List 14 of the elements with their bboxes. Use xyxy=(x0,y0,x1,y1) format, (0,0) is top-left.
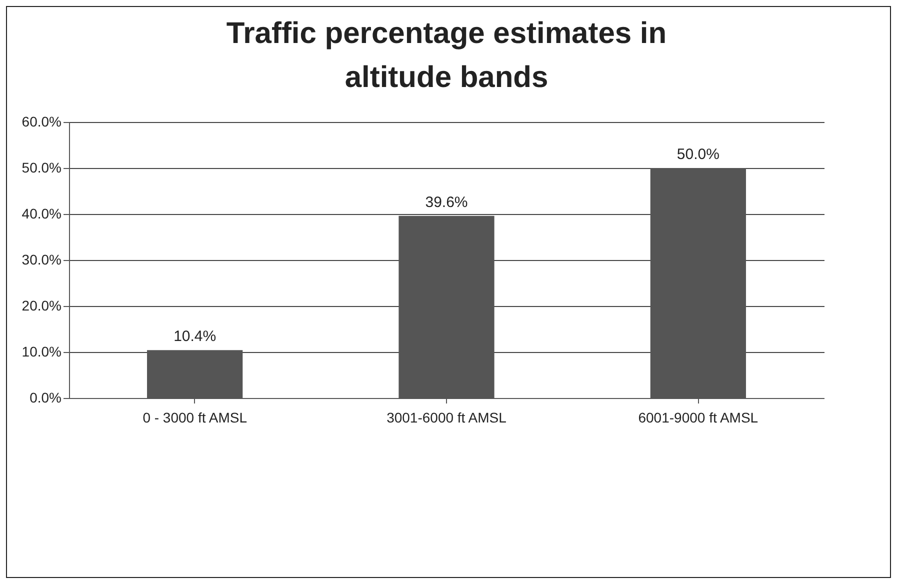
y-tick-label: 20.0% xyxy=(22,298,62,314)
x-tick-label: 3001-6000 ft AMSL xyxy=(386,410,507,426)
y-tick-label: 50.0% xyxy=(22,160,62,176)
data-label: 50.0% xyxy=(676,146,720,163)
y-tick-label: 30.0% xyxy=(22,252,62,268)
y-tick-label: 0.0% xyxy=(30,390,62,406)
y-tick-label: 60.0% xyxy=(22,114,62,130)
y-tick-label: 40.0% xyxy=(22,206,62,222)
data-label: 39.6% xyxy=(425,194,468,211)
y-tick-label: 10.0% xyxy=(22,344,62,360)
data-label: 10.4% xyxy=(174,328,216,346)
chart-title: Traffic percentage estimates in altitude bands xyxy=(226,17,667,94)
x-tick-label: 6001-9000 ft AMSL xyxy=(638,410,758,426)
x-tick-label: 0 - 3000 ft AMSL xyxy=(142,410,248,426)
